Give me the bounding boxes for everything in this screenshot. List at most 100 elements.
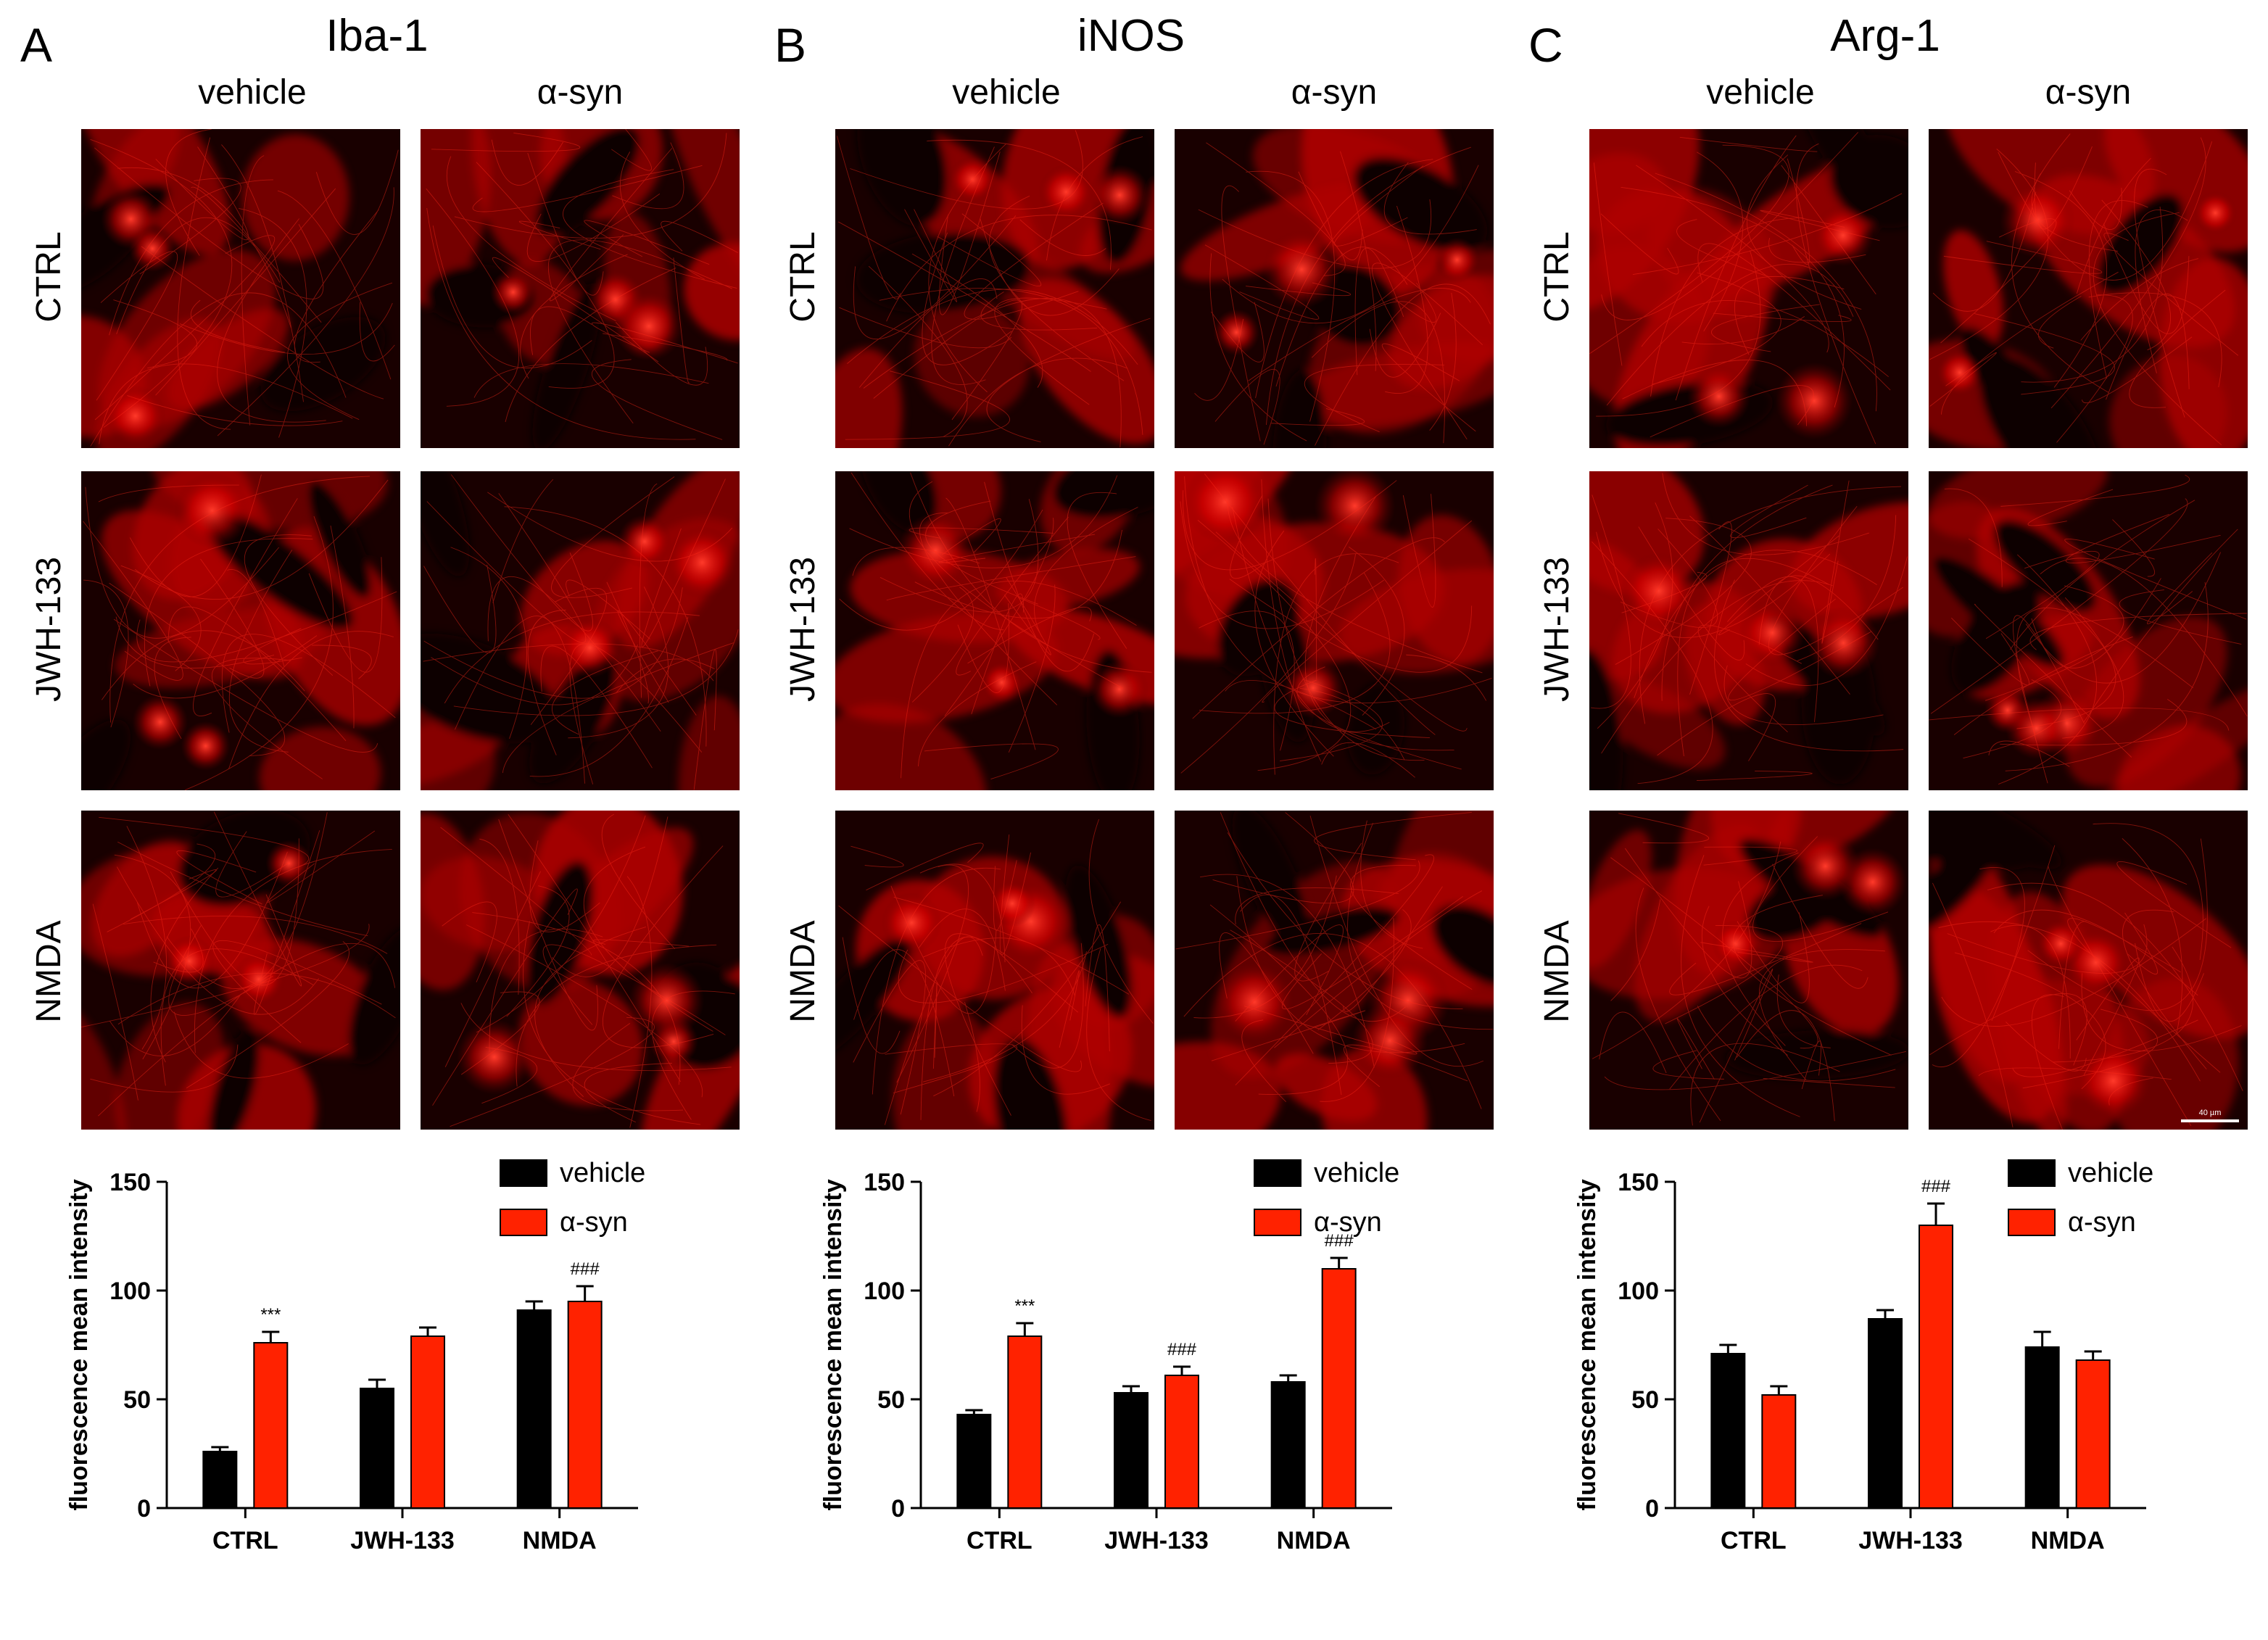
x-tick-label: NMDA xyxy=(523,1527,597,1554)
column-label-vehicle: vehicle xyxy=(1706,73,1815,112)
legend: vehicle α-syn xyxy=(500,1158,645,1238)
bar-nmda-asyn xyxy=(1321,1268,1357,1509)
y-tick-label: 50 xyxy=(123,1386,151,1414)
micrograph-image xyxy=(1589,811,1908,1130)
column-label-asyn: α-syn xyxy=(2045,73,2132,112)
micrograph-image xyxy=(421,811,740,1130)
axes: 0 50 100 150 fluorescence mean intensity CTRL… xyxy=(1573,1169,2146,1554)
bar-nmda-vehicle xyxy=(1270,1381,1306,1509)
micrograph-image xyxy=(1929,129,2248,448)
micrograph-ctrl-asyn xyxy=(1929,129,2248,448)
legend-label-vehicle: vehicle xyxy=(1314,1158,1399,1188)
y-tick-label: 100 xyxy=(864,1277,905,1305)
bar-chart: 0 50 100 150 fluorescence mean intensity CTRL… xyxy=(1573,1158,2153,1554)
x-tick-label: JWH-133 xyxy=(1104,1527,1209,1554)
x-tick-label: JWH-133 xyxy=(350,1527,455,1554)
y-tick-label: 0 xyxy=(891,1495,905,1523)
legend-swatch-asyn xyxy=(500,1209,547,1236)
x-tick-label: CTRL xyxy=(1721,1527,1787,1554)
column-label-asyn: α-syn xyxy=(537,73,624,112)
significance-marker: ### xyxy=(1921,1177,1951,1196)
error-bar xyxy=(1016,1322,1034,1336)
bar-chart: 0 50 100 150 fluorescence mean intensity CTRL… xyxy=(65,1158,645,1554)
bar-jwh133-vehicle xyxy=(360,1388,394,1509)
micrograph-image xyxy=(81,811,400,1130)
panel-title: Arg-1 xyxy=(1830,11,1940,61)
legend-label-asyn: α-syn xyxy=(2068,1207,2136,1238)
micrograph-jwh133-asyn xyxy=(1175,471,1494,790)
micrograph-image xyxy=(1589,129,1908,448)
legend-swatch-vehicle xyxy=(2008,1159,2056,1187)
error-bar xyxy=(1927,1202,1945,1225)
panel-letter: A xyxy=(20,18,53,72)
micrograph-image xyxy=(421,129,740,448)
legend-label-vehicle: vehicle xyxy=(560,1158,645,1188)
micrograph-image xyxy=(835,471,1154,790)
micrograph-image xyxy=(421,471,740,790)
y-tick-label: 100 xyxy=(1618,1277,1659,1305)
error-bar xyxy=(1719,1343,1737,1354)
error-bar xyxy=(525,1300,543,1310)
legend-label-vehicle: vehicle xyxy=(2068,1158,2153,1188)
micrograph-nmda-vehicle xyxy=(81,811,400,1130)
y-tick-label: 0 xyxy=(137,1495,151,1523)
legend-swatch-asyn xyxy=(2008,1209,2056,1236)
micrograph-jwh133-asyn xyxy=(421,471,740,790)
axes: 0 50 100 150 fluorescence mean intensity CTRL… xyxy=(819,1169,1392,1554)
micrograph-image xyxy=(1929,471,2248,790)
bar-nmda-asyn xyxy=(2075,1359,2111,1509)
y-tick-label: 50 xyxy=(877,1386,905,1414)
y-tick-label: 150 xyxy=(1618,1169,1659,1196)
panel-letter: B xyxy=(774,18,807,72)
micrograph-image xyxy=(81,471,400,790)
micrograph-image xyxy=(1175,811,1494,1130)
bar-ctrl-asyn xyxy=(1761,1394,1797,1509)
bar-chart: 0 50 100 150 fluorescence mean intensity CTRL… xyxy=(819,1158,1399,1554)
bar-ctrl-vehicle xyxy=(202,1451,238,1509)
row-label-ctrl: CTRL xyxy=(784,231,822,323)
micrograph-jwh133-vehicle xyxy=(81,471,400,790)
scale-bar: 40 µm xyxy=(2181,1109,2239,1122)
micrograph-ctrl-vehicle xyxy=(81,129,400,448)
error-bar xyxy=(1770,1385,1788,1395)
y-tick-label: 50 xyxy=(1631,1386,1659,1414)
bar-nmda-vehicle xyxy=(2024,1346,2060,1509)
micrograph-image xyxy=(835,811,1154,1130)
micrograph-image xyxy=(1929,811,2248,1130)
row-label-ctrl: CTRL xyxy=(1538,231,1576,323)
bar-nmda-vehicle xyxy=(516,1309,552,1509)
legend-label-asyn: α-syn xyxy=(560,1207,628,1238)
scale-bar-line xyxy=(2181,1119,2239,1122)
micrograph-ctrl-vehicle xyxy=(1589,129,1908,448)
legend-swatch-vehicle xyxy=(1254,1159,1301,1187)
micrograph-nmda-vehicle xyxy=(835,811,1154,1130)
x-tick-label: NMDA xyxy=(1277,1527,1351,1554)
y-axis-label: fluorescence mean intensity xyxy=(819,1179,847,1510)
error-bar xyxy=(211,1446,229,1451)
y-axis-label: fluorescence mean intensity xyxy=(1573,1179,1601,1510)
error-bar xyxy=(262,1330,280,1343)
micrograph-ctrl-vehicle xyxy=(835,129,1154,448)
column-label-asyn: α-syn xyxy=(1291,73,1378,112)
error-bar xyxy=(576,1285,594,1301)
panel-b: B iNOS vehicle α-syn CTRL JWH-133 NMDA 0… xyxy=(754,0,1508,1640)
y-tick-label: 150 xyxy=(109,1169,151,1196)
panel-title: Iba-1 xyxy=(326,11,429,61)
error-bar xyxy=(1122,1385,1140,1393)
row-label-ctrl: CTRL xyxy=(30,231,68,323)
bar-jwh133-asyn xyxy=(1919,1225,1953,1509)
row-label-nmda: NMDA xyxy=(784,920,822,1023)
significance-marker: ### xyxy=(1325,1231,1354,1251)
significance-marker: ### xyxy=(1167,1340,1197,1359)
micrograph-image xyxy=(1175,129,1494,448)
x-tick-label: JWH-133 xyxy=(1858,1527,1963,1554)
axes: 0 50 100 150 fluorescence mean intensity CTRL… xyxy=(65,1169,638,1554)
significance-marker: ### xyxy=(571,1259,600,1279)
column-label-vehicle: vehicle xyxy=(198,73,307,112)
y-tick-label: 150 xyxy=(864,1169,905,1196)
error-bar xyxy=(368,1378,386,1388)
error-bar xyxy=(965,1409,983,1415)
micrograph-image xyxy=(81,129,400,448)
error-bar xyxy=(1173,1365,1191,1375)
error-bar xyxy=(1279,1374,1297,1382)
